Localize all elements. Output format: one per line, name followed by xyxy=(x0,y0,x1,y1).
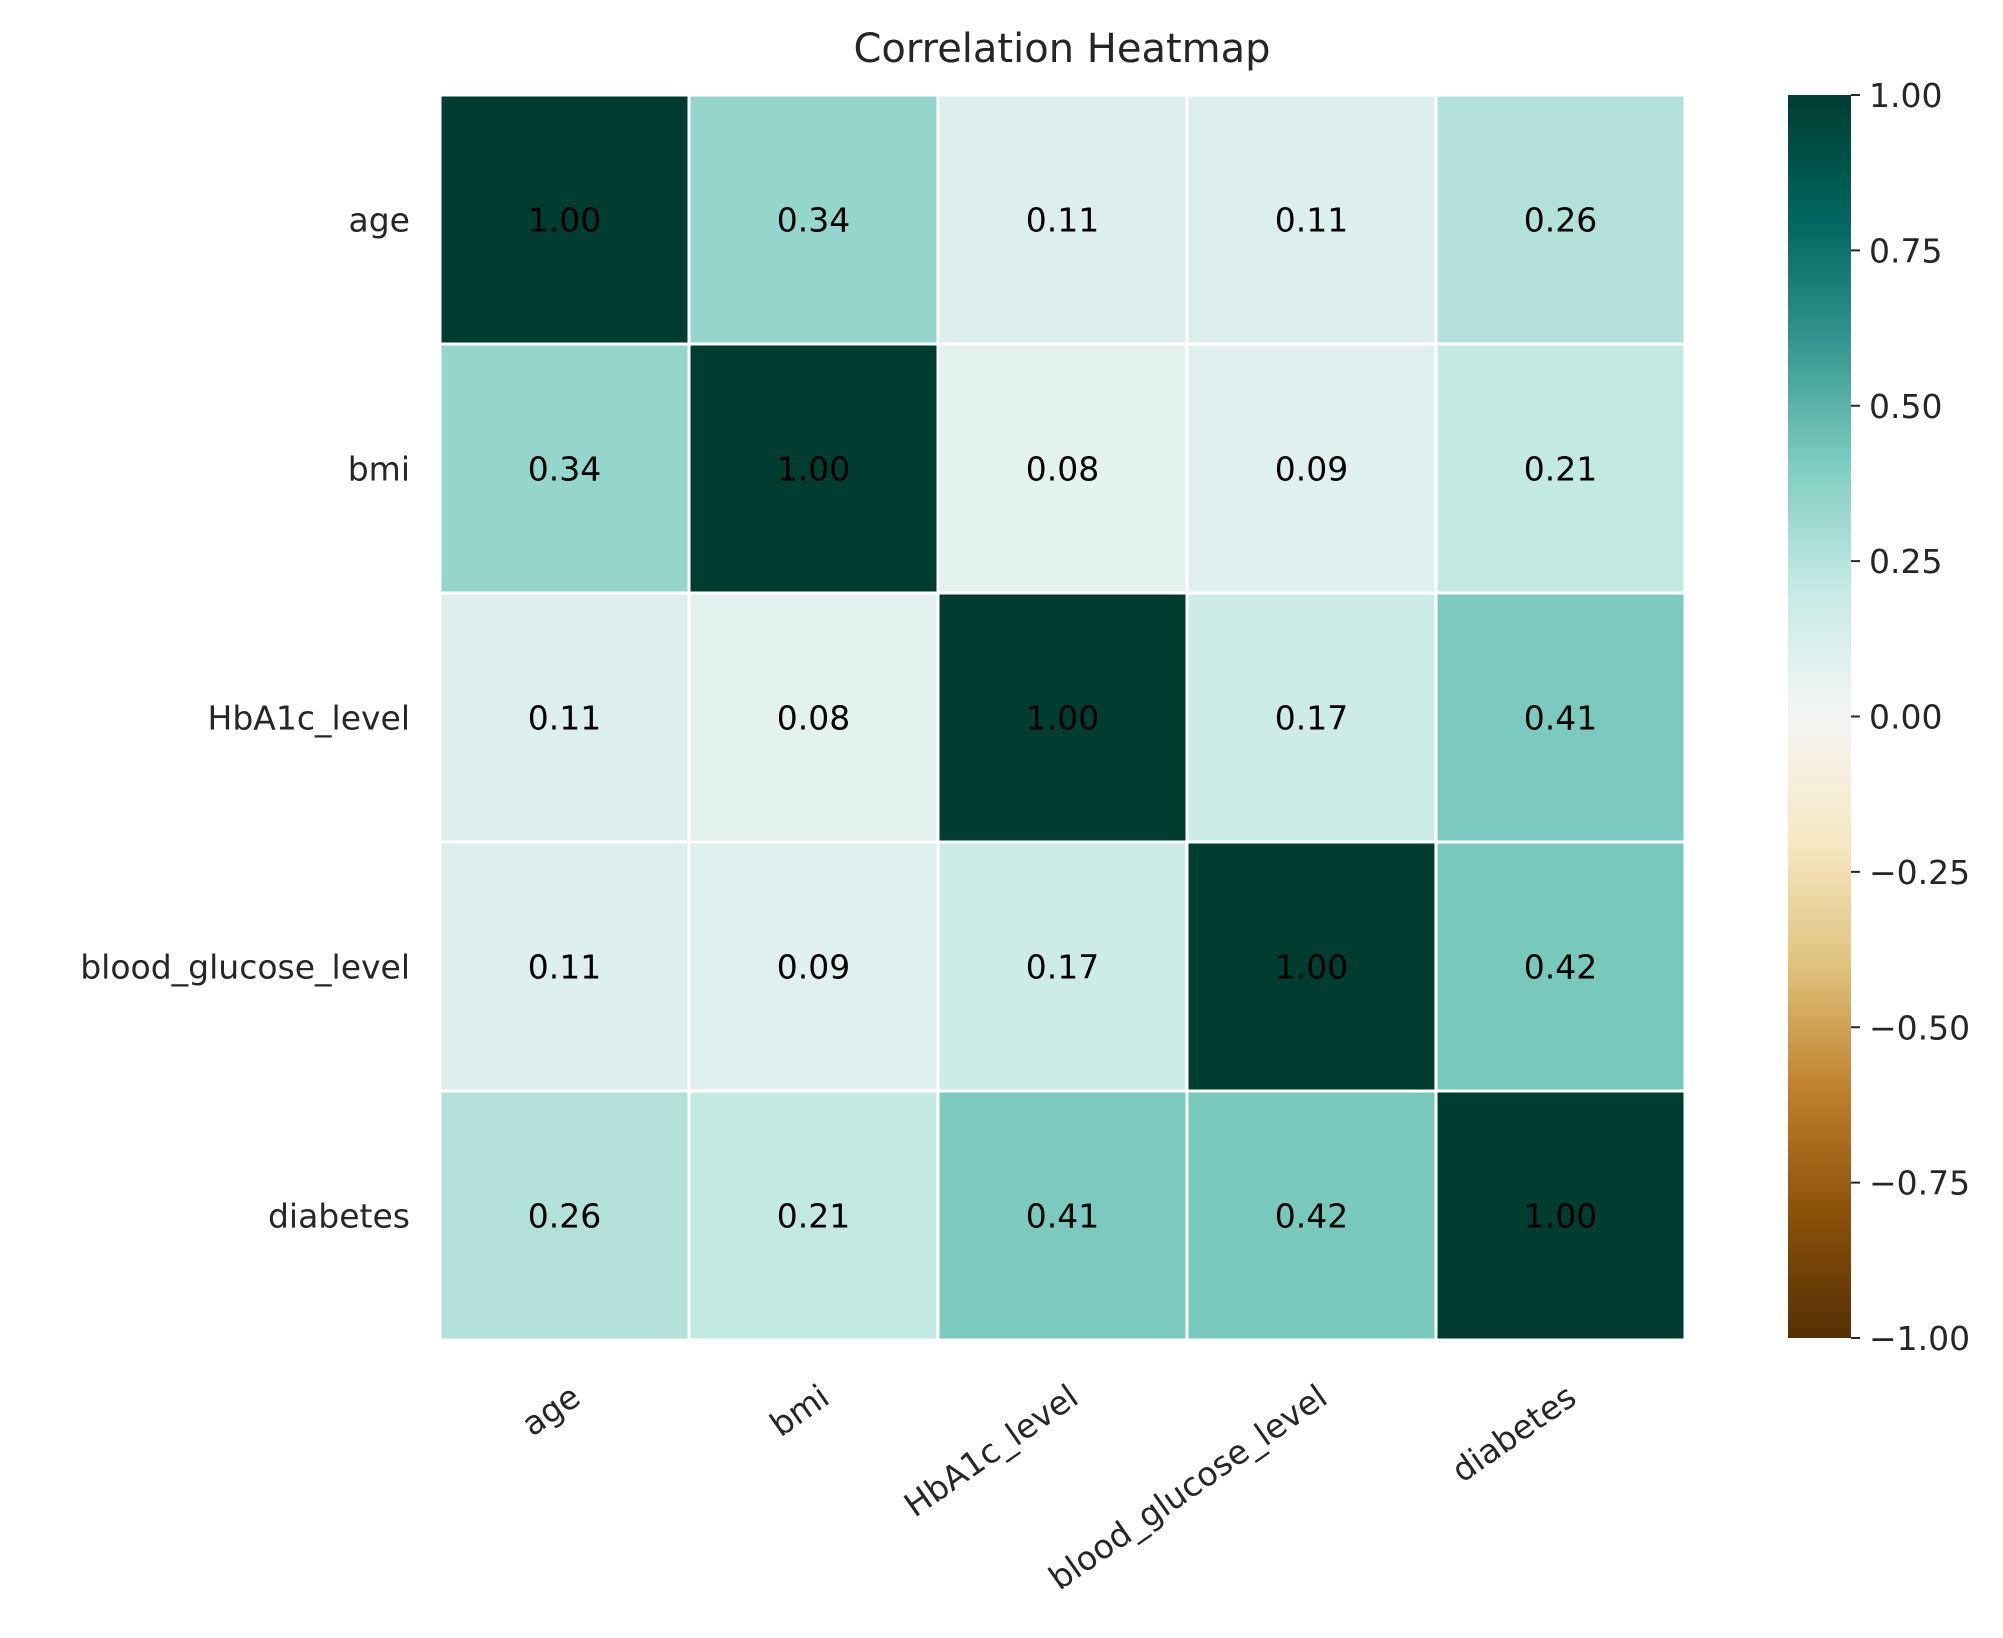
heatmap-cell xyxy=(1434,342,1687,595)
cell-value-label: 0.34 xyxy=(528,450,601,489)
colorbar-tick-label: 0.50 xyxy=(1869,387,1942,426)
cell-value-label: 1.00 xyxy=(528,201,601,240)
colorbar-tick-label: 0.25 xyxy=(1869,542,1942,581)
cell-value-label: 0.21 xyxy=(777,1197,850,1236)
x-tick-label: HbA1c_level xyxy=(897,1377,1085,1525)
x-tick-label: bmi xyxy=(763,1377,836,1445)
heatmap-cell xyxy=(438,342,691,595)
cell-value-label: 0.11 xyxy=(528,948,601,987)
cell-value-label: 0.11 xyxy=(1275,201,1348,240)
cell-value-label: 0.09 xyxy=(1275,450,1348,489)
colorbar-tick-label: −1.00 xyxy=(1869,1319,1970,1358)
heatmap-cell xyxy=(1434,93,1687,346)
heatmap-cell xyxy=(936,342,1189,595)
cell-value-label: 0.42 xyxy=(1524,948,1597,987)
colorbar-tick-label: 0.75 xyxy=(1869,231,1942,270)
heatmap-cells: 1.00 0.34 0.11 0.11 0.26 0.34 1.00 0.08 0.09 0.21… xyxy=(438,93,1687,1342)
cell-value-label: 0.42 xyxy=(1275,1197,1348,1236)
cell-value-label: 0.08 xyxy=(777,699,850,738)
colorbar-tick-label: −0.75 xyxy=(1869,1164,1970,1203)
cell-value-label: 1.00 xyxy=(1026,699,1099,738)
x-tick-label: diabetes xyxy=(1444,1377,1583,1490)
cell-value-label: 0.17 xyxy=(1026,948,1099,987)
heatmap-cell xyxy=(1185,840,1438,1093)
heatmap-cell xyxy=(1434,840,1687,1093)
heatmap-cell xyxy=(438,840,691,1093)
colorbar-tick-label: −0.25 xyxy=(1869,853,1970,892)
cell-value-label: 0.26 xyxy=(1524,201,1597,240)
heatmap-cell xyxy=(936,840,1189,1093)
cell-value-label: 1.00 xyxy=(777,450,850,489)
x-tick-label: age xyxy=(514,1377,587,1444)
heatmap-cell xyxy=(438,1089,691,1342)
heatmap-cell xyxy=(936,591,1189,844)
cell-value-label: 0.17 xyxy=(1275,699,1348,738)
heatmap-cell xyxy=(687,93,940,346)
cell-value-label: 0.26 xyxy=(528,1197,601,1236)
cell-value-label: 0.34 xyxy=(777,201,850,240)
colorbar-tick-label: 0.00 xyxy=(1869,698,1942,737)
cell-value-label: 0.11 xyxy=(528,699,601,738)
heatmap-cell xyxy=(687,1089,940,1342)
y-tick-label: bmi xyxy=(348,450,410,489)
cell-value-label: 0.09 xyxy=(777,948,850,987)
x-tick-label: blood_glucose_level xyxy=(1042,1377,1335,1598)
cell-value-label: 1.00 xyxy=(1524,1197,1597,1236)
chart-title: Correlation Heatmap xyxy=(853,26,1270,72)
colorbar-tick-label: −0.50 xyxy=(1869,1008,1970,1047)
colorbar-ticks: 1.00 0.75 0.50 0.25 0.00 −0.25 −0.50 −0.75 −1.00 xyxy=(1851,76,1970,1358)
heatmap-cell xyxy=(438,93,691,346)
colorbar-gradient xyxy=(1788,95,1851,1338)
heatmap-cell xyxy=(936,93,1189,346)
heatmap-cell xyxy=(1434,1089,1687,1342)
colorbar-tick-label: 1.00 xyxy=(1869,76,1942,115)
heatmap-cell xyxy=(687,591,940,844)
heatmap-cell xyxy=(936,1089,1189,1342)
cell-value-label: 0.21 xyxy=(1524,450,1597,489)
heatmap-cell xyxy=(1185,591,1438,844)
heatmap-cell xyxy=(1434,591,1687,844)
y-axis-tick-labels: age bmi HbA1c_level blood_glucose_leveldiab… xyxy=(80,201,410,1236)
cell-value-label: 1.00 xyxy=(1275,948,1348,987)
cell-value-label: 0.41 xyxy=(1026,1197,1099,1236)
cell-value-label: 0.41 xyxy=(1524,699,1597,738)
cell-value-label: 0.11 xyxy=(1026,201,1099,240)
y-tick-label: diabetes xyxy=(268,1197,410,1236)
cell-value-label: 0.08 xyxy=(1026,450,1099,489)
colorbar: 1.00 0.75 0.50 0.25 0.00 −0.25 −0.50 −0.75 −1.00 xyxy=(1788,76,1970,1358)
y-tick-label: age xyxy=(349,201,410,240)
y-tick-label: blood_glucose_level xyxy=(80,948,410,987)
heatmap-cell xyxy=(687,840,940,1093)
heatmap-cell xyxy=(1185,93,1438,346)
y-tick-label: HbA1c_level xyxy=(208,699,410,738)
